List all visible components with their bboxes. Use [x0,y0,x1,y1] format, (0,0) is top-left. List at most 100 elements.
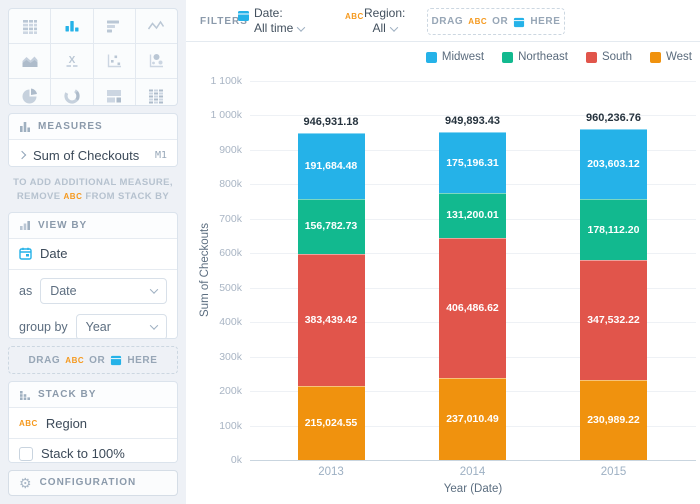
abc-icon: ABC [468,17,488,26]
filters-label: FILTERS [200,16,248,27]
horizontal-bars-icon [105,17,123,35]
view-by-panel: VIEW BY Date as Date group by Year [8,211,178,340]
chart-type-area-chart[interactable] [9,44,51,78]
stack-by-field-label: Region [45,415,88,431]
chart-type-pivot-table[interactable] [135,79,177,106]
legend-label: West [666,51,692,63]
y-tick-label: 900k [219,143,242,156]
group-by-select-value: Year [85,319,111,334]
chart-type-scatter[interactable] [93,44,135,78]
x-axis-line [250,460,696,461]
chart-type-data-table[interactable] [9,9,51,43]
bar-segment-midwest-2014[interactable]: 175,196.31 [439,132,506,193]
calendar-icon [513,16,525,28]
bar-segment-west-2014[interactable]: 237,010.49 [439,378,506,460]
gear-icon: ⚙ [19,474,32,491]
measures-note: TO ADD ADDITIONAL MEASURE, REMOVE ABC FR… [13,177,173,203]
bubble-icon [147,52,165,70]
y-tick-label: 500k [219,281,242,294]
bar-segment-value: 347,532.22 [587,314,640,327]
measures-panel: MEASURES Sum of Checkouts M1 [8,113,178,168]
stacked-bar-chart: Sum of Checkouts Year (Date) 0k 100k 200k 3… [186,0,700,504]
bar-chart-icon [63,17,81,35]
region-filter-label: Region: [364,6,406,20]
bar-segment-northeast-2015[interactable]: 178,112.20 [580,198,647,261]
bar-segment-value: 383,439.42 [304,313,358,326]
stack-to-100-checkbox[interactable] [19,446,33,461]
calendar-icon [110,354,122,366]
bar-segment-midwest-2015[interactable]: 203,603.12 [580,128,647,199]
view-by-dropzone[interactable]: DRAG ABC OR HERE [8,346,178,375]
view-by-icon [19,219,31,231]
abc-icon: ABC [63,192,83,202]
calendar-icon [237,9,250,22]
region-filter-value: All [372,21,386,35]
stack-by-header-label: STACK BY [38,389,97,401]
pivot-table-icon [147,87,165,105]
legend-label: Midwest [441,51,485,63]
filter-dropzone[interactable]: DRAG ABC OR HERE [427,8,565,35]
chart-type-horizontal-bars[interactable] [93,9,135,43]
chart-type-picker: X [8,8,178,107]
bar-segment-south-2013[interactable]: 383,439.42 [297,253,365,386]
legend-swatch [502,51,514,63]
chevron-down-icon [149,284,159,294]
chart-type-kpi[interactable]: X [51,44,93,78]
chart-type-bar-chart-selected[interactable] [51,9,93,43]
view-by-field-date[interactable]: Date [9,238,177,269]
bar-segment-value: 175,196.31 [446,156,499,169]
chevron-right-icon[interactable] [17,151,27,160]
svg-text:X: X [69,55,76,66]
stack-by-panel: STACK BY ABC Region Stack to 100% [8,381,178,463]
legend-item-south[interactable]: South [585,51,632,63]
stack-to-100-label: Stack to 100% [41,446,125,462]
chart-workspace: FILTERS Date: All time ABC Region: All D… [186,0,700,504]
bar-total-label: 949,893.43 [444,115,501,128]
x-axis-title: Year (Date) [443,483,503,495]
y-tick-label: 300k [219,350,242,363]
legend-item-west[interactable]: West [650,51,692,63]
region-filter[interactable]: Region: All [364,6,405,36]
data-table-icon [21,17,39,35]
chart-type-line-chart[interactable] [135,9,177,43]
legend-item-midwest[interactable]: Midwest [425,51,485,63]
line-chart-icon [147,17,165,35]
measure-item-sum-of-checkouts[interactable]: Sum of Checkouts M1 [9,140,177,167]
measure-badge: M1 [154,149,167,161]
sidebar: X MEASURES Sum of Checkouts M1 [0,0,186,504]
measure-item-label: Sum of Checkouts [33,147,140,163]
legend-label: South [601,51,632,63]
stack-to-100-row[interactable]: Stack to 100% [9,438,177,462]
legend-item-northeast[interactable]: Northeast [502,51,568,63]
chart-type-pie[interactable] [9,79,51,106]
kpi-icon: X [63,52,81,70]
stack-by-field-region[interactable]: ABC Region [9,408,177,439]
view-by-header-label: VIEW BY [38,219,88,231]
y-tick-label: 1 100k [210,74,242,87]
bar-segment-west-2015[interactable]: 230,989.22 [580,380,647,460]
view-by-header: VIEW BY [9,213,177,239]
group-by-select[interactable]: Year [75,313,167,339]
y-tick-label: 0k [230,454,242,466]
bar-segment-value: 131,200.01 [446,209,499,222]
chart-type-donut[interactable] [51,79,93,106]
bar-segment-west-2013[interactable]: 215,024.55 [297,385,365,460]
bar-segment-northeast-2014[interactable]: 131,200.01 [439,192,506,238]
configuration-button[interactable]: ⚙ CONFIGURATION [8,469,178,496]
bar-segment-value: 215,024.55 [304,416,358,429]
gridline [250,80,696,82]
bar-segment-value: 156,782.73 [304,220,358,233]
date-filter[interactable]: Date: All time [254,6,306,36]
date-filter-label: Date: [254,6,283,20]
area-chart-icon [21,52,39,70]
chart-type-treemap[interactable] [93,79,135,106]
as-select[interactable]: Date [40,277,167,304]
gridline [250,115,696,116]
bar-segment-south-2014[interactable]: 406,486.62 [439,237,506,379]
filter-bar: FILTERS Date: All time ABC Region: All D… [186,0,700,42]
bar-segment-midwest-2013[interactable]: 191,684.48 [297,133,365,200]
chart-type-bubble[interactable] [135,44,177,78]
date-filter-value: All time [254,21,294,35]
bar-segment-south-2015[interactable]: 347,532.22 [580,260,647,381]
bar-segment-northeast-2013[interactable]: 156,782.73 [297,199,365,254]
